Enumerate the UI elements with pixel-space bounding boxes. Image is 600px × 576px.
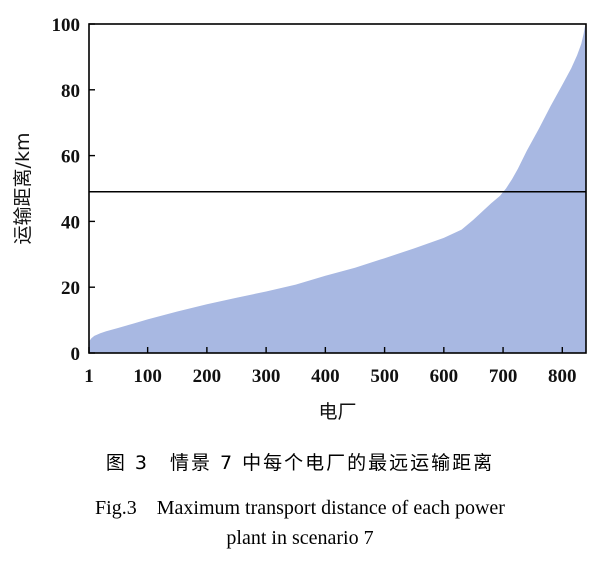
y-tick-label: 0 — [71, 344, 81, 365]
y-axis-label: 运输距离/km — [12, 133, 34, 245]
y-tick-label: 100 — [52, 15, 81, 36]
y-tick-label: 80 — [61, 81, 80, 102]
y-tick-label: 20 — [61, 278, 80, 299]
figure-caption-english-line-2: plant in scenario 7 — [226, 527, 374, 549]
y-axis: 0 20 40 60 80 100 — [52, 15, 95, 365]
chart: 1 100 200 300 400 500 600 700 800 0 20 40 60 80 100 电… — [12, 15, 587, 423]
area-fill — [89, 24, 586, 353]
x-tick-label: 700 — [489, 366, 518, 387]
x-axis: 1 100 200 300 400 500 600 700 800 — [84, 347, 577, 387]
y-tick-label: 60 — [61, 147, 80, 168]
x-tick-label: 800 — [548, 366, 577, 387]
figure-caption-english-line-1: Fig.3 Maximum transport distance of each… — [95, 497, 505, 519]
x-tick-label: 100 — [133, 366, 162, 387]
x-tick-label: 300 — [252, 366, 281, 387]
x-tick-label: 400 — [311, 366, 340, 387]
x-tick-label: 500 — [370, 366, 399, 387]
x-axis-label: 电厂 — [318, 401, 356, 423]
plot-frame — [88, 23, 587, 354]
y-tick-label: 40 — [61, 212, 80, 233]
figure-caption-chinese: 图 3 情景 7 中每个电厂的最远运输距离 — [105, 452, 495, 474]
x-tick-label: 200 — [193, 366, 222, 387]
x-tick-label: 600 — [430, 366, 459, 387]
x-tick-label: 1 — [84, 366, 94, 387]
